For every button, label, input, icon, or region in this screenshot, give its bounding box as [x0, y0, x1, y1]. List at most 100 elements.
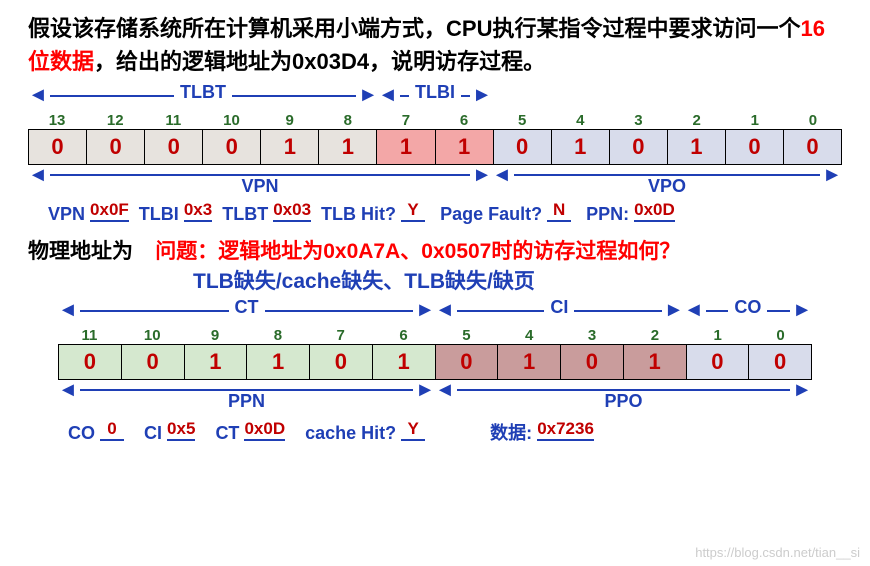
phys-index-row: 11109876543210 — [58, 327, 812, 344]
bit-index: 0 — [749, 327, 812, 344]
phys-top-brackets: ◄►CT◄►CI◄►CO — [58, 299, 812, 327]
title-post: ，给出的逻辑地址为0x03D4，说明访存过程。 — [94, 49, 545, 74]
arrow-left-icon: ◄ — [435, 383, 455, 397]
bit-index: 3 — [561, 327, 624, 344]
bit-index: 13 — [28, 112, 86, 129]
bit-cell: 0 — [687, 345, 750, 379]
ppn-value: 0x0D — [634, 200, 675, 222]
arrow-left-icon: ◄ — [28, 84, 48, 107]
bit-index: 11 — [58, 327, 121, 344]
tlbt-value: 0x03 — [273, 200, 311, 222]
virt-index-row: 131211109876543210 — [28, 112, 842, 129]
bit-cell: 1 — [319, 130, 377, 164]
phys-bit-row: 001101010100 — [58, 344, 812, 380]
watermark: https://blog.csdn.net/tian__si — [695, 545, 860, 560]
bit-cell: 0 — [87, 130, 145, 164]
bit-index: 4 — [551, 112, 609, 129]
phys-addr-label: 物理地址为 — [28, 240, 133, 263]
tlbhit-label: TLB Hit? — [321, 204, 396, 224]
co-label: CO — [68, 423, 95, 443]
range-bracket: ◄►CI — [435, 299, 684, 322]
bit-index: 10 — [121, 327, 184, 344]
virt-bit-row: 00001111010100 — [28, 129, 842, 165]
tlbi-value: 0x3 — [184, 200, 212, 222]
bit-index: 9 — [184, 327, 247, 344]
bit-cell: 1 — [436, 130, 494, 164]
bit-index: 0 — [784, 112, 842, 129]
problem-statement: 假设该存储系统所在计算机采用小端方式，CPU执行某指令过程中要求访问一个16位数… — [28, 12, 842, 78]
range-label: CT — [229, 297, 265, 318]
arrow-left-icon: ◄ — [492, 168, 512, 182]
pagefault-label: Page Fault? — [440, 204, 542, 224]
range-bracket: ◄►PPN — [58, 383, 435, 397]
ct-label: CT — [215, 423, 239, 443]
range-label: PPN — [222, 391, 271, 412]
range-bracket: ◄►VPO — [492, 168, 842, 182]
arrow-left-icon: ◄ — [58, 299, 78, 322]
bit-cell: 1 — [624, 345, 687, 379]
bit-cell: 0 — [122, 345, 185, 379]
range-bracket: ◄►TLBI — [378, 84, 492, 107]
bit-index: 1 — [726, 112, 784, 129]
bit-cell: 1 — [498, 345, 561, 379]
bit-cell: 1 — [668, 130, 726, 164]
bit-index: 10 — [202, 112, 260, 129]
arrow-right-icon: ► — [472, 168, 492, 182]
bit-cell: 0 — [610, 130, 668, 164]
arrow-right-icon: ► — [358, 84, 378, 107]
range-bracket: ◄►CO — [684, 299, 812, 322]
bit-index: 5 — [493, 112, 551, 129]
tlbhit-value: Y — [401, 200, 425, 222]
bit-cell: 0 — [561, 345, 624, 379]
bit-index: 12 — [86, 112, 144, 129]
physical-address-diagram: ◄►CT◄►CI◄►CO 11109876543210 001101010100… — [28, 299, 842, 411]
bit-index: 1 — [686, 327, 749, 344]
bit-cell: 0 — [784, 130, 841, 164]
co-value: 0 — [100, 419, 124, 441]
ppn-label: PPN: — [586, 204, 629, 224]
arrow-right-icon: ► — [792, 383, 812, 397]
bit-index: 8 — [319, 112, 377, 129]
range-bracket: ◄►PPO — [435, 383, 812, 397]
arrow-right-icon: ► — [664, 299, 684, 322]
virt-top-brackets: ◄►TLBT◄►TLBI — [28, 84, 842, 112]
bit-cell: 1 — [552, 130, 610, 164]
range-label: PPO — [598, 391, 648, 412]
cachehit-label: cache Hit? — [305, 423, 396, 443]
ci-label: CI — [144, 423, 162, 443]
arrow-left-icon: ◄ — [684, 299, 704, 322]
tlb-lookup-line: VPN 0x0F TLBI 0x3 TLBT 0x03 TLB Hit? Y P… — [48, 204, 842, 227]
bit-index: 4 — [498, 327, 561, 344]
bit-index: 11 — [144, 112, 202, 129]
bit-index: 7 — [309, 327, 372, 344]
bit-cell: 0 — [59, 345, 122, 379]
ct-value: 0x0D — [244, 419, 285, 441]
arrow-left-icon: ◄ — [28, 168, 48, 182]
bit-index: 2 — [668, 112, 726, 129]
title-pre: 假设该存储系统所在计算机采用小端方式，CPU执行某指令过程中要求访问一个 — [28, 16, 800, 41]
bit-index: 9 — [261, 112, 319, 129]
vpn-label: VPN — [48, 204, 85, 224]
arrow-right-icon: ► — [822, 168, 842, 182]
bit-index: 8 — [246, 327, 309, 344]
tlbt-label: TLBT — [222, 204, 268, 224]
question-blue: TLB缺失/cache缺失、TLB缺失/缺页 — [193, 270, 535, 293]
range-bracket: ◄►TLBT — [28, 84, 378, 107]
bit-cell: 0 — [436, 345, 499, 379]
bit-cell: 1 — [377, 130, 435, 164]
bit-cell: 1 — [185, 345, 248, 379]
tlbi-label: TLBI — [139, 204, 179, 224]
arrow-right-icon: ► — [792, 299, 812, 322]
question-block: 物理地址为 问题：逻辑地址为0x0A7A、0x0507时的访存过程如何？ TLB… — [28, 235, 842, 295]
bit-cell: 1 — [373, 345, 436, 379]
bit-index: 2 — [623, 327, 686, 344]
arrow-right-icon: ► — [415, 383, 435, 397]
range-bracket: ◄►VPN — [28, 168, 492, 182]
bit-index: 3 — [609, 112, 667, 129]
pagefault-value: N — [547, 200, 571, 222]
bit-cell: 0 — [145, 130, 203, 164]
bit-index: 7 — [377, 112, 435, 129]
vpn-value: 0x0F — [90, 200, 129, 222]
bit-index: 5 — [435, 327, 498, 344]
bit-index: 6 — [372, 327, 435, 344]
